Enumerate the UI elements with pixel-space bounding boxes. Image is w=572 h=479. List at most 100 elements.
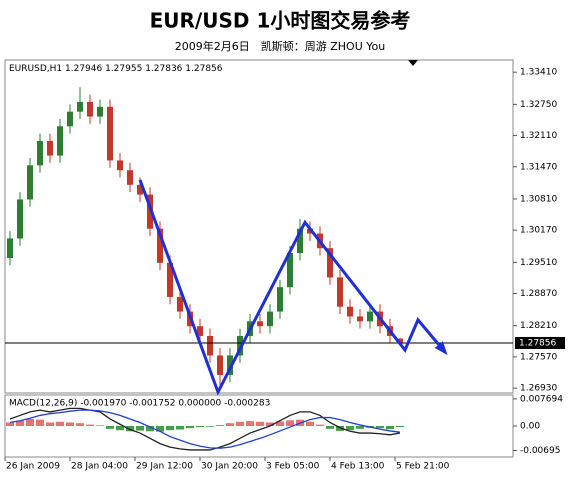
x-tick-label: 30 Jan 20:00 — [201, 462, 258, 472]
candle-body — [17, 199, 23, 239]
macd-bar — [146, 426, 154, 432]
y-tick-label: -0.00695 — [520, 446, 560, 456]
macd-bar — [76, 423, 84, 426]
y-tick-label: 1.31470 — [520, 162, 557, 172]
current-price-box — [515, 336, 565, 349]
subtitle: 2009年2月6日 凯斯顿：周游 ZHOU You — [175, 39, 385, 53]
candle-body — [207, 335, 213, 356]
candle-body — [147, 194, 153, 229]
macd-bar — [186, 426, 194, 429]
x-tick-label: 4 Feb 13:00 — [331, 462, 385, 472]
macd-bar — [386, 426, 394, 430]
macd-bar — [356, 426, 364, 429]
candle-body — [157, 228, 163, 263]
candle-body — [287, 253, 293, 288]
title: EUR/USD 1小时图交易参考 — [150, 9, 411, 33]
candle-body — [137, 184, 143, 195]
candle-body — [297, 228, 303, 254]
candle-body — [397, 338, 403, 343]
candle-body — [347, 306, 353, 317]
candle-body — [87, 101, 93, 117]
candle-body — [107, 106, 113, 161]
candle-body — [77, 101, 83, 112]
candle-body — [7, 238, 13, 258]
macd-bar — [266, 422, 274, 426]
macd-bar — [96, 425, 104, 426]
price-info: EURUSD,H1 1.27946 1.27955 1.27836 1.2785… — [9, 64, 223, 74]
macd-bar — [286, 420, 294, 426]
macd-bar — [346, 426, 354, 431]
y-tick-label: 1.32750 — [520, 100, 557, 110]
macd-bar — [226, 423, 234, 426]
macd-bar — [256, 421, 264, 426]
x-tick-label: 5 Feb 21:00 — [396, 462, 450, 472]
macd-bar — [196, 426, 204, 428]
candle-body — [197, 326, 203, 336]
macd-bar — [116, 426, 124, 431]
macd-bar — [206, 426, 214, 427]
last-close: 1.27856 — [185, 64, 222, 74]
macd-bar — [16, 420, 24, 426]
y-tick-label: 1.26930 — [520, 384, 557, 394]
macd-bar — [126, 426, 134, 432]
y-tick-label: 1.28210 — [520, 321, 557, 331]
y-tick-label: 0.00 — [520, 422, 540, 432]
y-tick-label: 1.30170 — [520, 226, 557, 236]
candle-body — [337, 277, 343, 307]
candle-body — [227, 355, 233, 375]
candle-body — [37, 140, 43, 166]
macd-bar — [106, 426, 114, 429]
candle-body — [57, 126, 63, 156]
macd-bar — [316, 424, 324, 426]
macd-bar — [326, 426, 334, 429]
candle-body — [277, 287, 283, 312]
candle-body — [237, 335, 243, 356]
x-tick-label: 3 Feb 05:00 — [266, 462, 320, 472]
macd-bar — [36, 419, 44, 426]
macd-line — [9, 407, 401, 451]
x-tick-label: 26 Jan 2009 — [6, 462, 60, 472]
last-open: 1.27946 — [65, 64, 102, 74]
macd-line — [9, 409, 401, 449]
macd-bar — [46, 422, 54, 426]
candle-body — [47, 140, 53, 156]
candle-body — [97, 106, 103, 117]
macd-bar — [396, 426, 404, 428]
macd-bar — [66, 422, 74, 426]
y-tick-label: 1.28870 — [520, 289, 557, 299]
macd-bar — [166, 426, 174, 431]
candle-body — [327, 248, 333, 278]
macd-bar — [26, 418, 34, 426]
candle-body — [117, 160, 123, 171]
macd-bar — [306, 421, 314, 426]
macd-bar — [156, 426, 164, 432]
x-tick-label: 29 Jan 12:00 — [136, 462, 193, 472]
y-tick-label: 1.33410 — [520, 68, 557, 78]
y-tick-label: 1.32110 — [520, 131, 557, 141]
candle-body — [357, 316, 363, 322]
macd-info: MACD(12,26,9) -0.001970 -0.001752 0.0000… — [9, 399, 270, 409]
macd-bar — [236, 421, 244, 426]
last-low: 1.27836 — [145, 64, 182, 74]
price-panel — [4, 59, 514, 394]
y-tick-label: 1.27570 — [520, 352, 557, 362]
candle-body — [257, 321, 263, 327]
macd-bar — [376, 426, 384, 429]
last-high: 1.27955 — [105, 64, 142, 74]
macd-bar — [276, 421, 284, 426]
zigzag-line — [138, 179, 447, 396]
x-tick-label: 28 Jan 04:00 — [71, 462, 128, 472]
macd-bar — [216, 424, 224, 426]
candle-body — [127, 170, 133, 185]
macd-bar — [336, 426, 344, 431]
macd-bar — [6, 422, 14, 426]
macd-bar — [136, 426, 144, 431]
symbol: EURUSD,H1 — [9, 64, 62, 74]
y-tick-label: 0.007694 — [520, 394, 563, 404]
candle-body — [67, 111, 73, 127]
candle-body — [167, 262, 173, 297]
y-tick-label: 1.29510 — [520, 258, 557, 268]
